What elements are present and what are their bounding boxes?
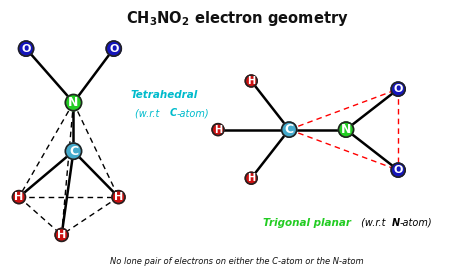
Text: N: N [341, 123, 351, 136]
Text: C: C [170, 108, 177, 119]
Text: O: O [393, 84, 403, 94]
Text: O: O [393, 165, 403, 175]
Text: C: C [69, 145, 78, 158]
Text: N: N [68, 96, 79, 109]
Text: H: H [57, 230, 66, 240]
Ellipse shape [106, 41, 121, 56]
Text: -atom): -atom) [177, 108, 210, 119]
Ellipse shape [18, 41, 34, 56]
Ellipse shape [212, 124, 224, 136]
Ellipse shape [391, 163, 405, 177]
Ellipse shape [65, 143, 82, 159]
Text: H: H [247, 173, 255, 183]
Text: Trigonal planar: Trigonal planar [263, 218, 351, 228]
Ellipse shape [55, 228, 68, 241]
Ellipse shape [112, 191, 125, 204]
Text: H: H [214, 124, 222, 135]
Text: C: C [284, 123, 294, 136]
Ellipse shape [65, 94, 82, 111]
Text: H: H [114, 192, 123, 202]
Text: O: O [21, 43, 31, 54]
Text: H: H [247, 76, 255, 86]
Ellipse shape [12, 191, 26, 204]
Text: (w.r.t: (w.r.t [358, 218, 389, 228]
Text: -atom): -atom) [399, 218, 432, 228]
Ellipse shape [338, 122, 354, 137]
Text: H: H [14, 192, 24, 202]
Text: N: N [392, 218, 400, 228]
Text: O: O [109, 43, 118, 54]
Ellipse shape [245, 172, 257, 184]
Ellipse shape [391, 82, 405, 96]
Text: Tetrahedral: Tetrahedral [130, 89, 198, 100]
Text: $\mathbf{CH_3NO_2}$ electron geometry: $\mathbf{CH_3NO_2}$ electron geometry [126, 9, 348, 28]
Text: No lone pair of electrons on either the C-atom or the N-atom: No lone pair of electrons on either the … [110, 257, 364, 266]
Ellipse shape [245, 75, 257, 87]
Text: (w.r.t: (w.r.t [135, 108, 163, 119]
Ellipse shape [282, 122, 297, 137]
